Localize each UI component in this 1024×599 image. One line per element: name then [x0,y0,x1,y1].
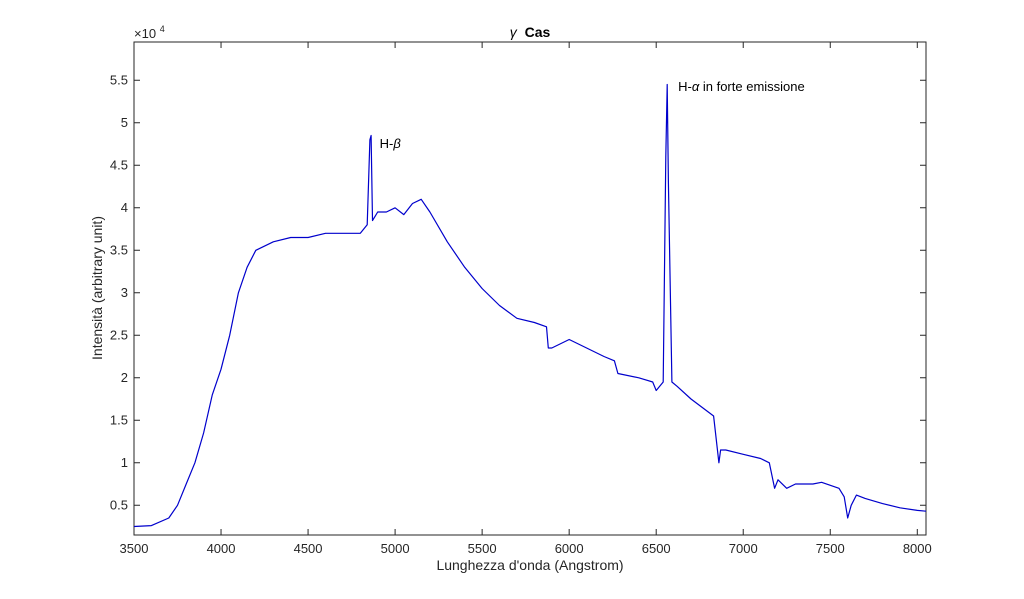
y-axis-ticks: 0.5 1 1.5 2 2.5 3 3.5 4 4.5 5 5.5 [110,72,926,512]
x-axis-ticks: 3500 4000 4500 5000 5500 6000 6500 7000 7500 8000 [120,42,932,556]
x-tick-label: 5000 [381,541,410,556]
y-axis-label: Intensità (arbitrary unit) [89,216,105,360]
x-tick-label: 4500 [294,541,323,556]
x-tick-label: 7500 [816,541,845,556]
x-tick-label: 5500 [468,541,497,556]
y-tick-label: 5 [121,115,128,130]
annotations: H-β H-α in forte emissione [380,79,805,151]
annotation-label: H-β [380,136,402,151]
x-tick-label: 6500 [642,541,671,556]
title-text: Cas [525,24,551,40]
y-tick-label: 4.5 [110,157,128,172]
x-tick-label: 8000 [903,541,932,556]
chart-title: γ Cas [510,24,551,40]
x-tick-label: 7000 [729,541,758,556]
y-tick-label: 0.5 [110,497,128,512]
y-tick-label: 5.5 [110,72,128,87]
y-exponent: ×10 4 [134,24,165,41]
y-exponent-base: ×10 [134,26,156,41]
y-tick-label: 3 [121,285,128,300]
plot-area [133,41,927,536]
title-gamma-symbol: γ [510,24,518,40]
y-tick-label: 3.5 [110,242,128,257]
spectrum-series-line [133,83,927,528]
y-tick-label: 2.5 [110,327,128,342]
y-tick-label: 4 [121,200,128,215]
x-tick-label: 6000 [555,541,584,556]
x-axis-label: Lunghezza d'onda (Angstrom) [436,557,623,573]
x-tick-label: 3500 [120,541,149,556]
y-exponent-power: 4 [160,24,165,34]
y-tick-label: 1.5 [110,412,128,427]
y-tick-label: 1 [121,455,128,470]
x-tick-label: 4000 [207,541,236,556]
y-tick-label: 2 [121,370,128,385]
annotation-label: H-α in forte emissione [678,79,805,94]
